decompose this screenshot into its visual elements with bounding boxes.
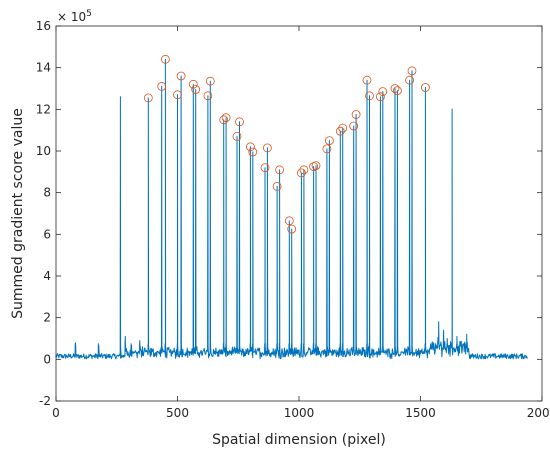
peak-marker <box>378 87 388 96</box>
peak-marker <box>245 142 255 152</box>
peak-marker <box>191 85 201 94</box>
y-tick-label: 10 <box>36 144 51 158</box>
peak-marker <box>221 113 231 123</box>
peak-marker <box>392 86 402 95</box>
y-axis-multiplier-base: × 10 <box>57 10 86 24</box>
y-tick-label: 2 <box>43 311 51 325</box>
peak-marker <box>390 84 400 93</box>
peak-marker <box>405 75 415 85</box>
y-tick-label: 12 <box>36 102 51 116</box>
labels-layer: Spatial dimension (pixel) Summed gradien… <box>10 9 550 448</box>
peak-marker <box>260 163 270 173</box>
data-layer <box>55 54 528 360</box>
peak-marker <box>275 165 285 175</box>
x-axis-title: Spatial dimension (pixel) <box>212 432 386 448</box>
peak-marker <box>176 71 186 81</box>
y-tick-label: 6 <box>43 227 51 241</box>
peak-marker <box>188 79 198 89</box>
peak-marker <box>324 136 334 146</box>
peak-marker <box>375 92 385 102</box>
peak-marker <box>351 110 361 119</box>
peak-marker <box>362 75 372 85</box>
peak-marker <box>296 168 306 178</box>
peak-marker <box>235 117 244 127</box>
peak-marker <box>349 121 359 131</box>
y-tick-label: 16 <box>36 19 51 33</box>
peak-marker <box>335 126 345 136</box>
peak-marker <box>248 147 258 157</box>
signal-line <box>55 58 528 360</box>
y-axis-multiplier: × 105 <box>57 9 92 24</box>
peak-marker <box>262 143 272 153</box>
peak-marker <box>287 224 297 234</box>
peak-marker <box>160 54 170 64</box>
peak-marker <box>203 91 213 101</box>
y-axis-multiplier-exponent: 5 <box>86 9 92 19</box>
plot-background <box>56 26 542 401</box>
axes-layer <box>55 25 543 402</box>
peak-marker <box>143 93 153 103</box>
peak-marker <box>322 144 332 154</box>
x-tick-label: 500 <box>166 406 189 420</box>
y-axis-title: Summed gradient score value <box>10 108 26 319</box>
peak-marker <box>299 165 309 175</box>
x-tick-label: 0 <box>52 406 60 420</box>
peak-marker <box>157 82 167 91</box>
peak-marker <box>407 66 417 76</box>
peak-marker <box>205 76 215 86</box>
peak-marker <box>420 83 430 92</box>
y-tick-label: 0 <box>43 352 51 366</box>
y-tick-label: -2 <box>39 394 51 408</box>
peak-marker <box>284 216 294 226</box>
peak-marker <box>338 123 348 133</box>
x-tick-label: 2000 <box>527 406 550 420</box>
peak-marker <box>232 131 242 141</box>
y-tick-label: 14 <box>36 61 51 75</box>
peak-marker <box>173 90 182 100</box>
peak-marker <box>219 115 229 125</box>
x-tick-label: 1000 <box>284 406 315 420</box>
y-tick-label: 8 <box>43 186 51 200</box>
y-tick-label: 4 <box>43 269 51 283</box>
x-tick-label: 1500 <box>405 406 436 420</box>
peak-marker <box>272 181 282 191</box>
peak-marker <box>365 91 374 101</box>
peak-marker <box>311 161 321 171</box>
